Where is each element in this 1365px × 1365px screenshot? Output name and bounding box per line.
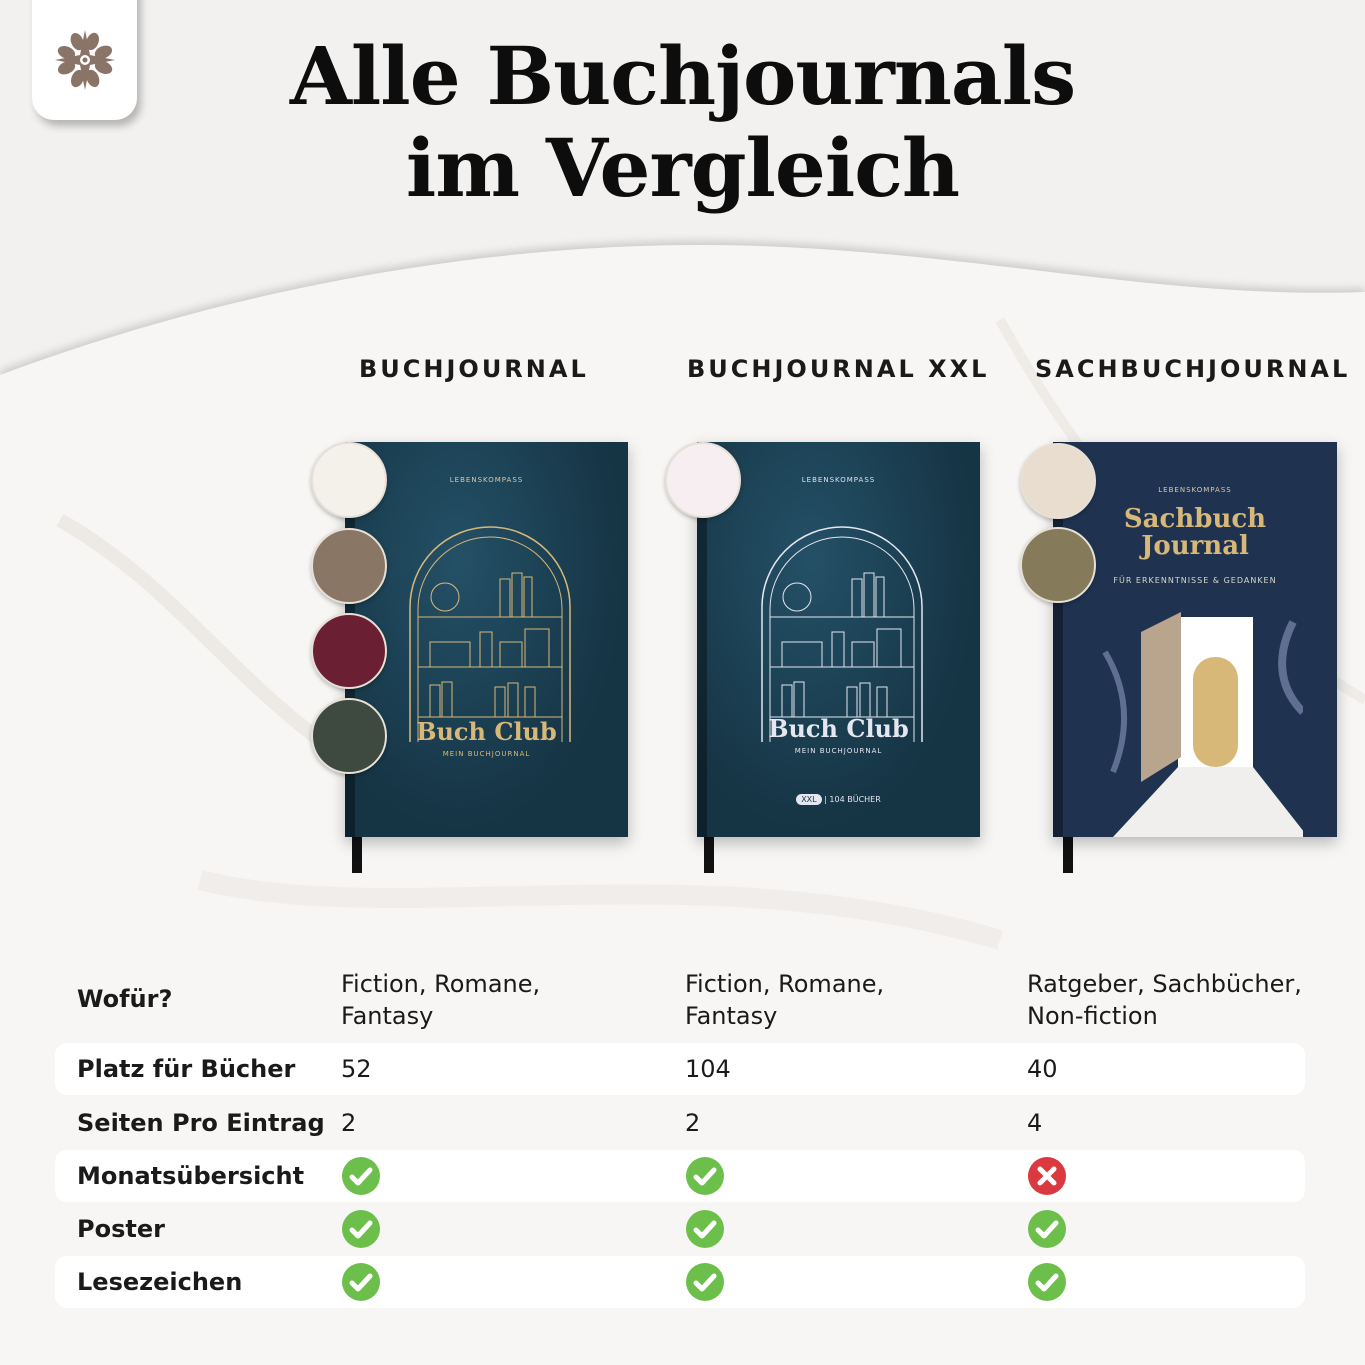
column-header-buchjournal-xxl: BUCHJOURNAL XXL [687,355,990,383]
check-circle-icon [342,1263,380,1301]
cell-value: 52 [341,1055,372,1083]
product-image-sachbuchjournal[interactable]: LEBENSKOMPASS Sachbuch Journal FÜR ERKEN… [1053,442,1337,837]
color-variant-white[interactable] [665,442,741,518]
bookmark-ribbon [352,837,362,873]
row-label: Monatsübersicht [77,1162,305,1190]
table-row-pages-per-entry: Seiten Pro Eintrag 2 2 4 [55,1097,1305,1149]
cell-value: 2 [685,1109,701,1137]
cell-value: Fantasy [685,1002,778,1030]
cover-subtitle: MEIN BUCHJOURNAL [442,750,531,758]
cell-value: Fiction, Romane, [685,970,885,998]
x-circle-icon [1028,1157,1066,1195]
title-line-2: im Vergleich [405,121,960,215]
color-variant-beige[interactable] [1020,443,1096,519]
bookmark-ribbon [704,837,714,873]
book-count-note: 104 BÜCHER [829,795,881,804]
cover-brand: LEBENSKOMPASS [449,476,524,484]
cell-value: Fantasy [341,1002,434,1030]
table-row-monthly-overview: Monatsübersicht [55,1150,1305,1202]
row-label: Seiten Pro Eintrag [77,1109,325,1137]
table-row-bookmark: Lesezeichen [55,1256,1305,1308]
row-label: Poster [77,1215,165,1243]
cell-value: Non-fiction [1027,1002,1158,1030]
row-label: Wofür? [77,985,173,1013]
cover-subtitle: MEIN BUCHJOURNAL [794,747,883,755]
cell-value: Fiction, Romane, [341,970,541,998]
title-line-1: Alle Buchjournals [289,29,1076,123]
cell-value: Ratgeber, Sachbücher, [1027,970,1302,998]
check-circle-icon [686,1210,724,1248]
book-spine [697,442,707,837]
brand-logo-card [32,0,137,120]
cell-value: 104 [685,1055,731,1083]
color-variant-burgundy[interactable] [311,613,387,689]
product-image-buchjournal-xxl[interactable]: LEBENSKOMPASS Buch Club MEIN BUCHJOURNAL… [697,442,980,837]
product-image-buchjournal[interactable]: LEBENSKOMPASS Buch Club MEIN BUCHJOURNAL [345,442,628,837]
row-label: Lesezeichen [77,1268,243,1296]
check-circle-icon [1028,1210,1066,1248]
bookshelf-arch-illustration [409,526,571,742]
cover-subtitle: FÜR ERKENNTNISSE & GEDANKEN [1113,576,1277,585]
column-header-buchjournal: BUCHJOURNAL [359,355,589,383]
book-spine [1053,442,1063,837]
cover-title: Buch Club [768,714,909,743]
page-title: Alle Buchjournals im Vergleich [0,30,1365,214]
open-book-door-illustration [1102,612,1303,837]
compass-rose-icon [52,28,117,92]
table-row-purpose: Wofür? Fiction, Romane, Fantasy Fiction, … [55,963,1305,1037]
xxl-badge: XXL [796,794,822,805]
cell-value: 4 [1027,1109,1043,1137]
cell-value: 2 [341,1109,357,1137]
cover-brand: LEBENSKOMPASS [801,476,876,484]
table-row-book-capacity: Platz für Bücher 52 104 40 [55,1043,1305,1095]
color-variant-green[interactable] [311,698,387,774]
bookshelf-arch-illustration [761,526,923,742]
cover-title: Buch Club [416,717,557,746]
check-circle-icon [686,1263,724,1301]
column-header-sachbuchjournal: SACHBUCHJOURNAL [1035,355,1351,383]
check-circle-icon [1028,1263,1066,1301]
check-circle-icon [342,1210,380,1248]
cover-title: Sachbuch Journal [1123,504,1267,561]
color-variant-cream[interactable] [311,442,387,518]
cover-brand: LEBENSKOMPASS [1158,486,1232,494]
check-circle-icon [342,1157,380,1195]
color-variant-taupe[interactable] [311,528,387,604]
row-label: Platz für Bücher [77,1055,296,1083]
table-row-poster: Poster [55,1203,1305,1255]
check-circle-icon [686,1157,724,1195]
cell-value: 40 [1027,1055,1058,1083]
bookmark-ribbon [1063,837,1073,873]
color-variant-olive[interactable] [1020,527,1096,603]
